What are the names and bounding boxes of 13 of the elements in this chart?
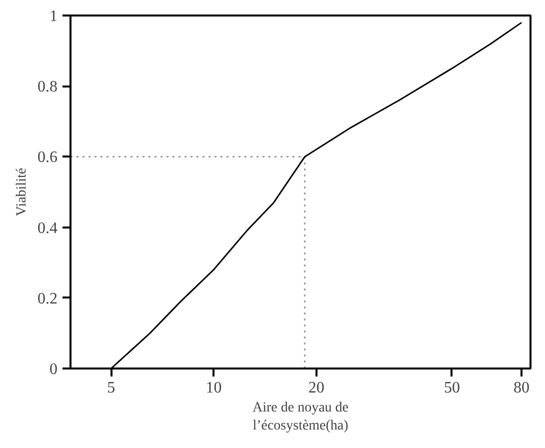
x-tick-label: 80 <box>514 380 530 396</box>
y-tick-label: 0.4 <box>38 220 58 237</box>
y-tick-label: 1 <box>50 8 58 25</box>
y-tick-label: 0.6 <box>38 149 58 166</box>
y-tick-label: 0.2 <box>38 290 58 308</box>
y-tick-label: 0 <box>50 361 58 378</box>
x-tick-label: 20 <box>308 380 324 396</box>
y-tick-label: 0.8 <box>38 78 58 96</box>
x-tick-label: 50 <box>444 380 460 396</box>
x-axis-title: Aire de noyau de l’écosystème(ha) <box>252 400 349 434</box>
y-axis-title: Viabilité <box>14 168 30 216</box>
x-tick-label: 10 <box>206 380 222 396</box>
x-tick-label: 5 <box>107 380 116 396</box>
